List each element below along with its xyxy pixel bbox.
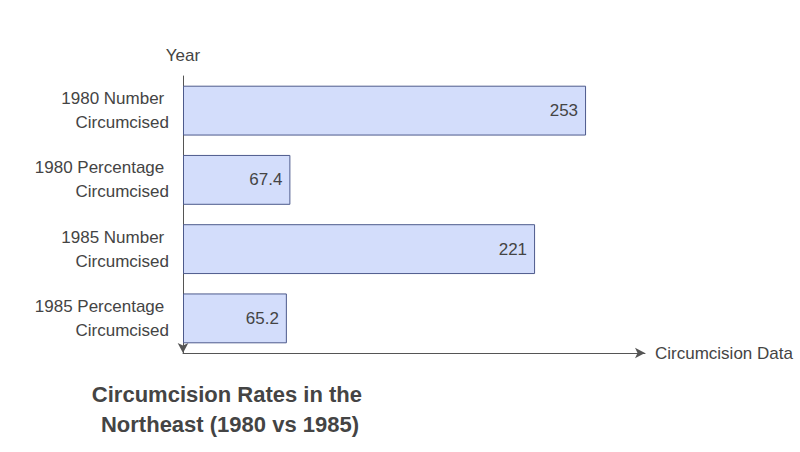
svg-text:67.4: 67.4 bbox=[249, 170, 282, 189]
svg-text:1980 Percentage: 1980 Percentage bbox=[35, 158, 169, 177]
svg-text:Year: Year bbox=[166, 46, 201, 65]
svg-text:Circumcised: Circumcised bbox=[75, 321, 169, 340]
svg-text:253: 253 bbox=[550, 101, 578, 120]
svg-text:Circumcision Rates in the: Circumcision Rates in the bbox=[92, 382, 368, 407]
svg-text:1985 Number: 1985 Number bbox=[61, 228, 169, 247]
svg-text:221: 221 bbox=[499, 240, 527, 259]
svg-text:Circumcised: Circumcised bbox=[75, 113, 169, 132]
svg-text:1985 Percentage: 1985 Percentage bbox=[35, 297, 169, 316]
svg-text:Circumcised: Circumcised bbox=[75, 252, 169, 271]
svg-text:Northeast (1980 vs 1985): Northeast (1980 vs 1985) bbox=[101, 412, 359, 437]
svg-text:Circumcised: Circumcised bbox=[75, 182, 169, 201]
svg-text:65.2: 65.2 bbox=[246, 309, 279, 328]
svg-text:1980 Number: 1980 Number bbox=[61, 89, 169, 108]
svg-text:Circumcision Data: Circumcision Data bbox=[655, 344, 793, 363]
